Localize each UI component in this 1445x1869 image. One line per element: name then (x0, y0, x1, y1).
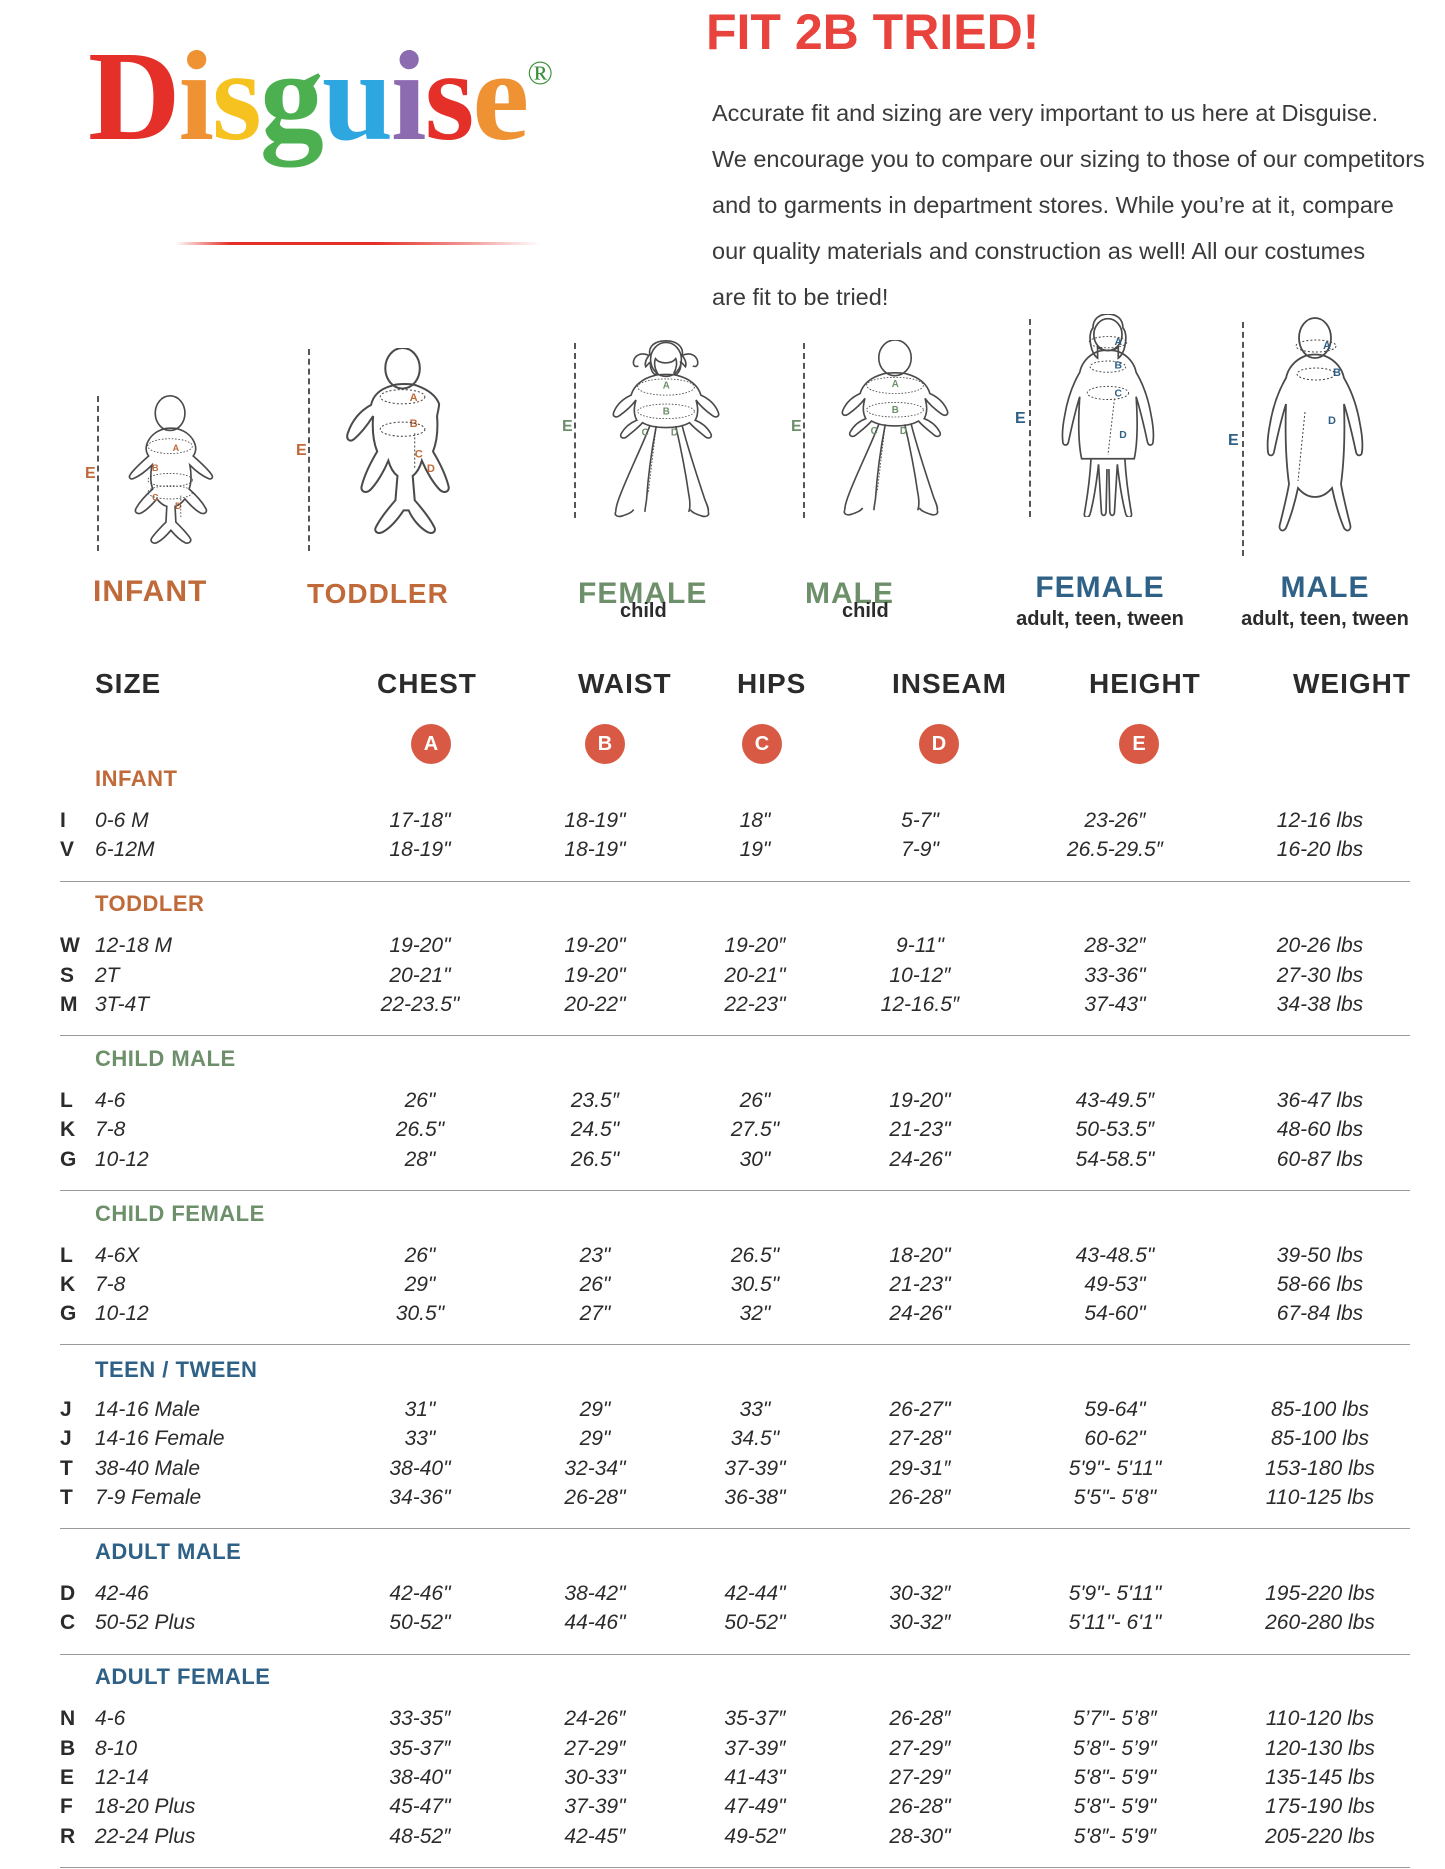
svg-text:A: A (173, 443, 180, 453)
svg-text:D: D (1119, 430, 1127, 441)
svg-text:A: A (410, 392, 418, 404)
svg-text:A: A (892, 379, 899, 390)
svg-text:C: C (642, 428, 649, 439)
svg-text:A: A (1323, 340, 1331, 352)
svg-text:B: B (663, 407, 670, 418)
svg-text:D: D (671, 428, 678, 439)
svg-text:B: B (410, 418, 418, 430)
svg-text:C: C (415, 449, 423, 461)
svg-text:D: D (1328, 415, 1336, 427)
svg-text:B: B (152, 463, 159, 473)
svg-text:A: A (663, 381, 670, 392)
svg-text:D: D (427, 463, 435, 475)
svg-text:C: C (871, 426, 878, 437)
svg-text:A: A (1115, 337, 1123, 348)
svg-text:D: D (900, 426, 907, 437)
svg-text:B: B (892, 405, 899, 416)
